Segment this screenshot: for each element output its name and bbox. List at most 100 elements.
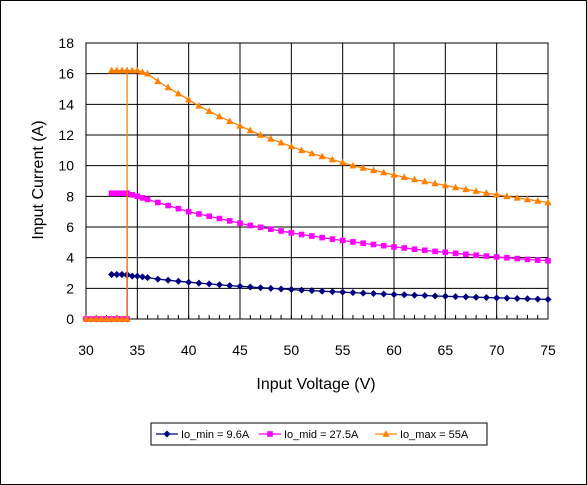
x-tick-label: 70 (489, 342, 505, 358)
data-point (92, 315, 100, 322)
data-point (215, 281, 223, 289)
legend-marker (382, 430, 390, 437)
legend-entry: Io_mid = 27.5A (259, 429, 359, 441)
data-point (139, 195, 146, 201)
data-point (216, 215, 223, 222)
x-tick-label: 40 (181, 342, 197, 358)
data-point (360, 240, 366, 247)
data-point (422, 247, 428, 254)
data-point (123, 66, 131, 74)
data-point (483, 253, 490, 259)
data-point (154, 77, 162, 85)
y-tick-label: 18 (58, 35, 74, 51)
data-point (452, 250, 459, 257)
data-point (185, 278, 193, 286)
y-tick-label: 16 (58, 66, 74, 82)
data-point (108, 315, 116, 322)
data-point (318, 152, 326, 160)
data-point (195, 102, 203, 109)
data-point (133, 66, 141, 74)
data-point (287, 286, 295, 294)
data-point (246, 283, 254, 291)
data-point (206, 213, 212, 220)
data-point (102, 315, 111, 322)
data-point (113, 66, 121, 74)
data-point (196, 211, 202, 217)
data-point (503, 192, 511, 200)
data-point (370, 241, 377, 248)
data-point (329, 236, 336, 242)
series-1 (82, 271, 552, 323)
data-point (421, 177, 429, 185)
data-point (113, 315, 121, 322)
data-point (513, 294, 521, 302)
data-point (380, 168, 388, 176)
data-point (328, 288, 336, 296)
data-point (155, 199, 161, 206)
x-tick-label: 75 (540, 342, 556, 358)
data-point (400, 291, 408, 299)
x-axis-title: Input Voltage (V) (256, 376, 375, 393)
legend-entry: Io_min = 9.6A (156, 429, 250, 441)
x-tick-label: 30 (78, 342, 94, 358)
data-point (503, 294, 511, 302)
data-point (318, 287, 326, 295)
data-point (195, 279, 203, 287)
series-layer (82, 66, 552, 323)
data-point (257, 224, 264, 231)
data-point (309, 233, 315, 239)
data-point (482, 189, 490, 196)
data-point (380, 242, 387, 249)
data-point (524, 256, 531, 263)
data-point (144, 69, 152, 77)
plot-area-border (85, 42, 549, 320)
data-point (369, 166, 378, 174)
data-point (523, 195, 532, 203)
data-point (472, 187, 480, 194)
data-point (452, 183, 460, 191)
data-point (123, 315, 131, 322)
data-point (175, 205, 182, 212)
data-point (82, 315, 90, 322)
data-point (108, 271, 116, 279)
x-tick-label: 50 (284, 342, 300, 358)
data-point (369, 290, 377, 298)
data-point (534, 295, 542, 303)
data-point (298, 286, 306, 294)
data-point (523, 295, 531, 303)
data-point (441, 292, 449, 300)
data-point (514, 255, 520, 262)
data-point (185, 95, 193, 103)
x-tick-label: 35 (130, 342, 146, 358)
y-tick-label: 2 (66, 280, 74, 296)
data-point (118, 271, 126, 279)
data-point (298, 231, 305, 238)
data-point (380, 290, 388, 298)
data-point (226, 282, 234, 290)
data-point (400, 173, 408, 180)
data-point (129, 192, 135, 198)
data-point (411, 246, 418, 253)
x-tick-label: 45 (232, 342, 248, 358)
data-point (410, 175, 419, 183)
legend-marker (267, 431, 273, 437)
y-tick-label: 14 (58, 96, 74, 112)
data-point (108, 190, 115, 197)
legend-label: Io_mid = 27.5A (284, 429, 359, 441)
y-tick-label: 8 (66, 188, 74, 204)
data-point (534, 257, 541, 263)
data-point (236, 122, 244, 129)
data-point (185, 208, 192, 215)
data-point (390, 171, 398, 178)
data-point (165, 202, 171, 209)
legend-entry: Io_max = 55A (375, 429, 469, 441)
legend-marker (163, 430, 171, 438)
data-point (421, 292, 429, 300)
data-point (545, 257, 551, 264)
data-point (174, 277, 182, 285)
data-point (113, 271, 121, 279)
data-point (504, 255, 510, 261)
data-point (288, 230, 295, 236)
data-point (308, 287, 316, 295)
